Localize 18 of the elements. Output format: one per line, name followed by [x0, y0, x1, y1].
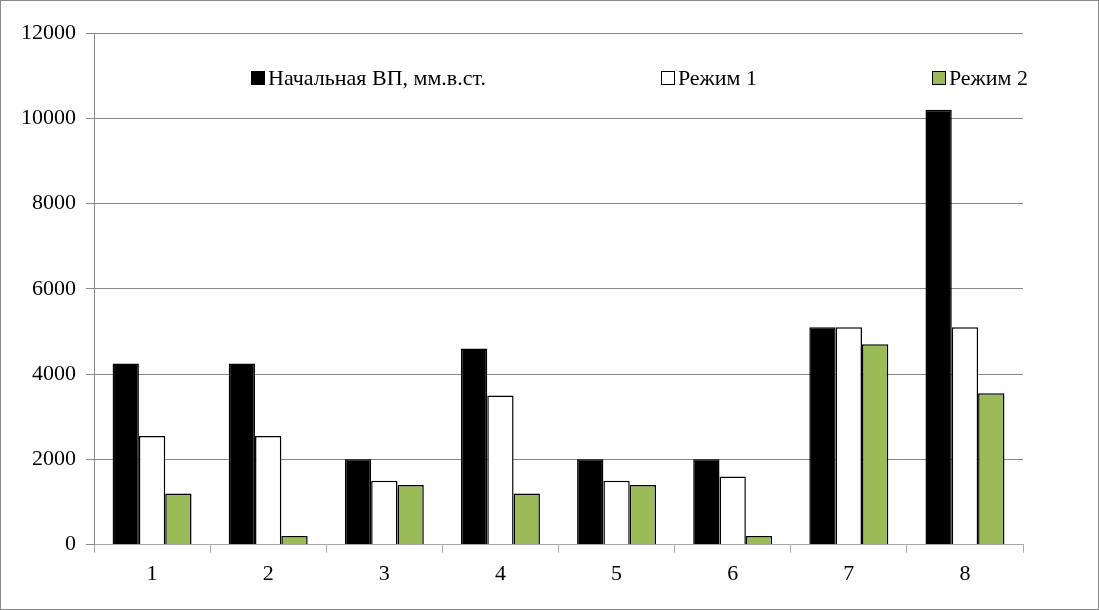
x-tick-label: 1: [146, 559, 158, 585]
y-tick-label: 8000: [32, 189, 76, 215]
y-tick-label: 10000: [21, 104, 76, 130]
legend-label: Режим 1: [677, 65, 757, 91]
x-tick-label: 3: [378, 559, 390, 585]
y-tick-label: 0: [65, 530, 76, 556]
y-tick-label: 2000: [32, 445, 76, 471]
x-tick-label: 2: [262, 559, 274, 585]
legend-label: Начальная ВП, мм.в.ст.: [268, 65, 486, 91]
legend-label: Режим 2: [948, 65, 1028, 91]
x-tick-label: 5: [611, 559, 623, 585]
x-tick-label: 6: [727, 559, 739, 585]
y-tick-label: 4000: [32, 359, 76, 385]
y-tick-label: 6000: [32, 274, 76, 300]
x-tick-label: 8: [959, 559, 971, 585]
x-tick-label: 7: [843, 559, 855, 585]
y-tick-label: 12000: [21, 18, 76, 44]
x-tick-label: 4: [494, 559, 506, 585]
